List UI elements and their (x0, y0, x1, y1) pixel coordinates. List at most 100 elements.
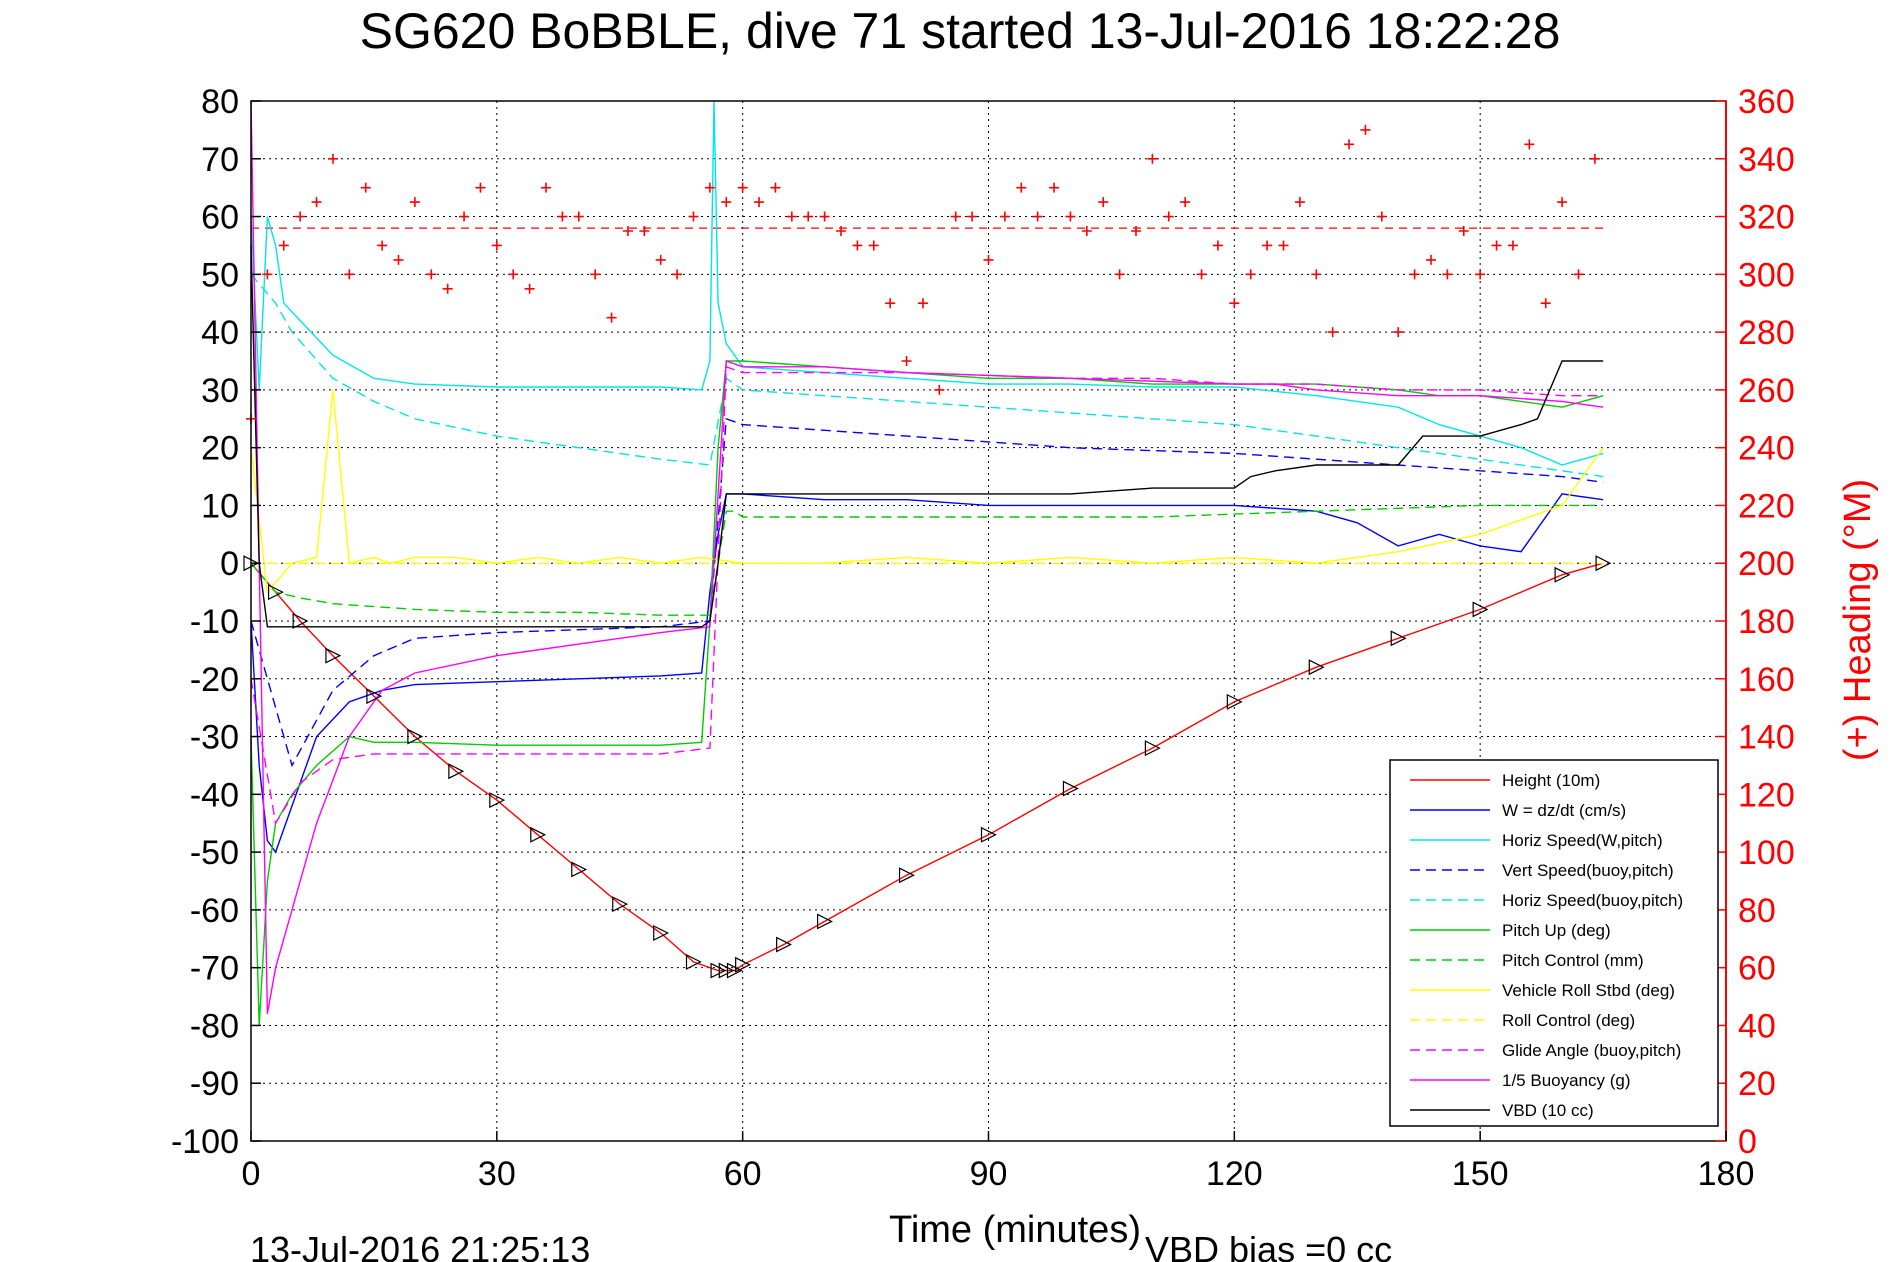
series-line-11 (250, 245, 1604, 628)
heading-point (541, 182, 551, 193)
heading-point (1212, 240, 1223, 251)
height-marker (292, 613, 309, 629)
heading-point (1163, 211, 1174, 222)
height-marker (530, 826, 547, 843)
heading-point (1049, 182, 1060, 193)
height-marker (653, 925, 670, 941)
left-tick-label: -10 (190, 603, 239, 641)
right-axis: 3603403203002802602402202001801601401201… (1716, 83, 1795, 1161)
heading-point (508, 269, 519, 280)
height-marker (1226, 693, 1243, 710)
heading-point (1573, 269, 1584, 280)
right-tick-label: 280 (1738, 314, 1795, 352)
heading-point (1507, 240, 1518, 251)
left-tick-label: -60 (190, 892, 239, 930)
heading-point (377, 240, 388, 251)
heading-point (917, 298, 928, 309)
heading-point (1196, 269, 1207, 280)
legend-label: Roll Control (deg) (1502, 1011, 1635, 1030)
legend-box (1389, 759, 1719, 1127)
heading-point (950, 211, 961, 222)
heading-point (622, 226, 633, 236)
heading-point (573, 211, 584, 222)
left-tick-label: 80 (201, 83, 239, 121)
heading-point (1393, 327, 1404, 338)
right-tick-label: 220 (1738, 487, 1795, 525)
heading-point (524, 283, 535, 294)
left-tick-label: -20 (190, 661, 239, 699)
left-tick-label: 40 (201, 314, 239, 352)
legend-label: Vehicle Roll Stbd (deg) (1502, 981, 1675, 1000)
height-marker (726, 962, 743, 979)
series-line-3 (250, 417, 1604, 768)
heading-point (262, 269, 273, 280)
bottom-tick-label: 150 (1452, 1155, 1509, 1193)
heading-point (786, 211, 797, 222)
left-tick-label: -50 (190, 834, 239, 872)
heading-point (442, 283, 453, 294)
left-tick-label: 10 (201, 487, 239, 525)
heading-point (1360, 124, 1371, 135)
right-tick-label: 180 (1738, 603, 1795, 641)
right-tick-label: 260 (1738, 372, 1795, 410)
bottom-tick-label: 0 (242, 1155, 261, 1193)
left-tick-label: 30 (201, 372, 239, 410)
height-marker (612, 896, 629, 913)
heading-point (557, 211, 568, 222)
height-marker (571, 861, 588, 878)
heading-point (1262, 240, 1273, 251)
series-line-6 (250, 504, 1604, 616)
heading-point (1344, 139, 1355, 150)
right-tick-label: 340 (1738, 141, 1795, 179)
series-layer (243, 100, 1612, 1026)
heading-point (1524, 139, 1535, 150)
heading-point (819, 211, 830, 222)
x-axis-label: Time (minutes) (889, 1209, 1141, 1251)
heading-point (311, 197, 322, 208)
heading-markers (246, 124, 1600, 424)
right-tick-label: 360 (1738, 83, 1795, 121)
legend-label: Pitch Up (deg) (1502, 921, 1611, 940)
heading-point (983, 254, 994, 265)
footer-timestamp: 13-Jul-2016 21:25:13 (250, 1229, 590, 1262)
height-marker (489, 792, 506, 809)
chart-title: SG620 BoBBLE, dive 71 started 13-Jul-201… (360, 3, 1561, 59)
heading-point (967, 211, 978, 222)
left-tick-label: -100 (171, 1123, 239, 1161)
heading-point (1032, 211, 1043, 222)
footer-vbd-bias: VBD bias =0 cc (1145, 1229, 1392, 1262)
right-tick-label: 160 (1738, 661, 1795, 699)
height-marker (366, 688, 383, 705)
heading-point (901, 356, 912, 366)
left-tick-label: 70 (201, 141, 239, 179)
heading-point (360, 182, 371, 193)
heading-point (295, 211, 306, 222)
heading-point (1114, 269, 1125, 280)
right-tick-label: 120 (1738, 776, 1795, 814)
heading-point (1294, 197, 1305, 208)
left-tick-label: 60 (201, 199, 239, 237)
heading-point (475, 182, 486, 193)
right-tick-label: 140 (1738, 719, 1795, 757)
legend-label: VBD (10 cc) (1502, 1101, 1594, 1120)
heading-point (1278, 240, 1289, 251)
height-marker (1595, 555, 1612, 572)
left-tick-label: -40 (190, 776, 239, 814)
heading-point (721, 197, 732, 208)
right-tick-label: 200 (1738, 545, 1795, 583)
legend-label: W = dz/dt (cm/s) (1502, 801, 1626, 820)
height-marker (776, 936, 792, 953)
heading-point (1409, 269, 1420, 280)
height-marker (735, 956, 752, 973)
series-line-5 (250, 360, 1604, 1026)
bottom-tick-label: 60 (724, 1155, 762, 1193)
height-marker (1472, 601, 1489, 618)
heading-point (426, 269, 437, 280)
heading-point (1147, 153, 1158, 164)
heading-point (770, 182, 781, 193)
left-tick-label: 0 (220, 545, 239, 583)
heading-point (1442, 269, 1453, 280)
legend-label: Vert Speed(buoy,pitch) (1502, 861, 1674, 880)
height-marker (898, 867, 915, 884)
